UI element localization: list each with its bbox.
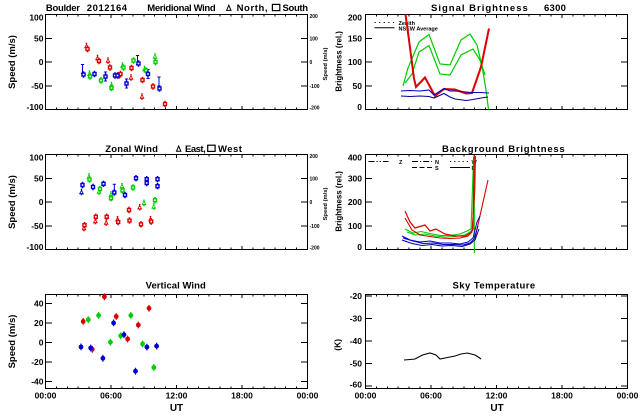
svg-text:UT: UT	[170, 403, 183, 414]
svg-text:00:00: 00:00	[35, 391, 57, 401]
svg-text:-40: -40	[31, 376, 44, 386]
svg-text:Background Brightness: Background Brightness	[442, 144, 565, 155]
svg-text:100: 100	[310, 36, 319, 42]
svg-text:06:00: 06:00	[420, 391, 442, 401]
svg-text:50: 50	[353, 81, 363, 91]
svg-text:-100: -100	[26, 102, 43, 112]
svg-text:-100: -100	[26, 242, 43, 252]
svg-text:Brightness (rel.): Brightness (rel.)	[335, 171, 344, 232]
svg-text:300: 300	[348, 173, 362, 183]
svg-text:Signal Brightness: Signal Brightness	[431, 3, 529, 14]
svg-text:00:00: 00:00	[355, 391, 377, 401]
svg-text:Z: Z	[399, 160, 403, 166]
svg-text:0: 0	[357, 242, 362, 252]
svg-text:100: 100	[310, 176, 319, 182]
svg-text:-20: -20	[350, 291, 363, 301]
svg-text:0: 0	[310, 60, 313, 66]
svg-text:40: 40	[34, 299, 44, 309]
svg-text:-60: -60	[350, 380, 363, 390]
svg-text:N: N	[435, 160, 439, 166]
svg-text:-50: -50	[31, 221, 44, 231]
svg-text:6300: 6300	[544, 3, 566, 14]
svg-text:0: 0	[310, 200, 313, 206]
svg-text:East,: East,	[185, 144, 205, 155]
svg-text:100: 100	[348, 221, 362, 231]
svg-text:400: 400	[348, 153, 362, 163]
svg-text:200: 200	[348, 13, 362, 23]
svg-text:Zonal Wind: Zonal Wind	[105, 144, 158, 155]
svg-text:Meridional Wind: Meridional Wind	[147, 3, 216, 14]
svg-text:North,: North,	[237, 3, 269, 14]
svg-text:-20: -20	[31, 357, 44, 367]
svg-text:12:00: 12:00	[486, 391, 508, 401]
svg-text:-50: -50	[31, 81, 44, 91]
svg-text:150: 150	[348, 33, 362, 43]
svg-text:Speed (m/s): Speed (m/s)	[323, 188, 329, 221]
svg-text:S: S	[435, 166, 439, 172]
svg-text:12:00: 12:00	[166, 391, 188, 401]
svg-text:50: 50	[34, 173, 44, 183]
svg-text:UT: UT	[490, 403, 503, 414]
svg-text:18:00: 18:00	[551, 391, 573, 401]
svg-text:100: 100	[29, 13, 43, 23]
svg-text:-100: -100	[310, 224, 320, 230]
svg-text:-50: -50	[350, 358, 363, 368]
svg-text:0: 0	[39, 57, 44, 67]
svg-text:200: 200	[348, 197, 362, 207]
svg-text:2012164: 2012164	[87, 3, 128, 14]
svg-text:Sky Temperature: Sky Temperature	[453, 281, 536, 292]
svg-text:0: 0	[39, 197, 44, 207]
svg-text:NSEW Average: NSEW Average	[399, 26, 438, 32]
svg-text:Speed (m/s): Speed (m/s)	[7, 175, 18, 229]
svg-text:50: 50	[34, 33, 44, 43]
svg-text:200: 200	[310, 154, 319, 160]
svg-text:Boulder: Boulder	[46, 3, 80, 14]
svg-text:-200: -200	[310, 246, 320, 252]
svg-text:100: 100	[348, 57, 362, 67]
svg-text:-30: -30	[350, 313, 363, 323]
svg-text:(K): (K)	[333, 339, 343, 351]
svg-text:100: 100	[29, 153, 43, 163]
svg-text:-40: -40	[350, 336, 363, 346]
svg-text:20: 20	[34, 318, 44, 328]
svg-text:00:00: 00:00	[297, 391, 319, 401]
svg-text:0: 0	[357, 102, 362, 112]
svg-text:South: South	[283, 3, 309, 14]
svg-text:00:00: 00:00	[617, 391, 639, 401]
svg-text:-200: -200	[310, 106, 320, 112]
svg-text:06:00: 06:00	[100, 391, 122, 401]
svg-text:Speed (m/s): Speed (m/s)	[7, 35, 18, 89]
svg-text:0: 0	[39, 338, 44, 348]
svg-text:West: West	[218, 144, 243, 155]
svg-text:Vertical Wind: Vertical Wind	[146, 281, 206, 292]
svg-text:Speed (m/s): Speed (m/s)	[323, 48, 329, 81]
svg-text:-100: -100	[310, 84, 320, 90]
svg-text:Speed (m/s): Speed (m/s)	[7, 315, 18, 369]
svg-text:200: 200	[310, 14, 319, 20]
svg-text:18:00: 18:00	[231, 391, 253, 401]
svg-text:Brightness (rel.): Brightness (rel.)	[335, 31, 344, 92]
